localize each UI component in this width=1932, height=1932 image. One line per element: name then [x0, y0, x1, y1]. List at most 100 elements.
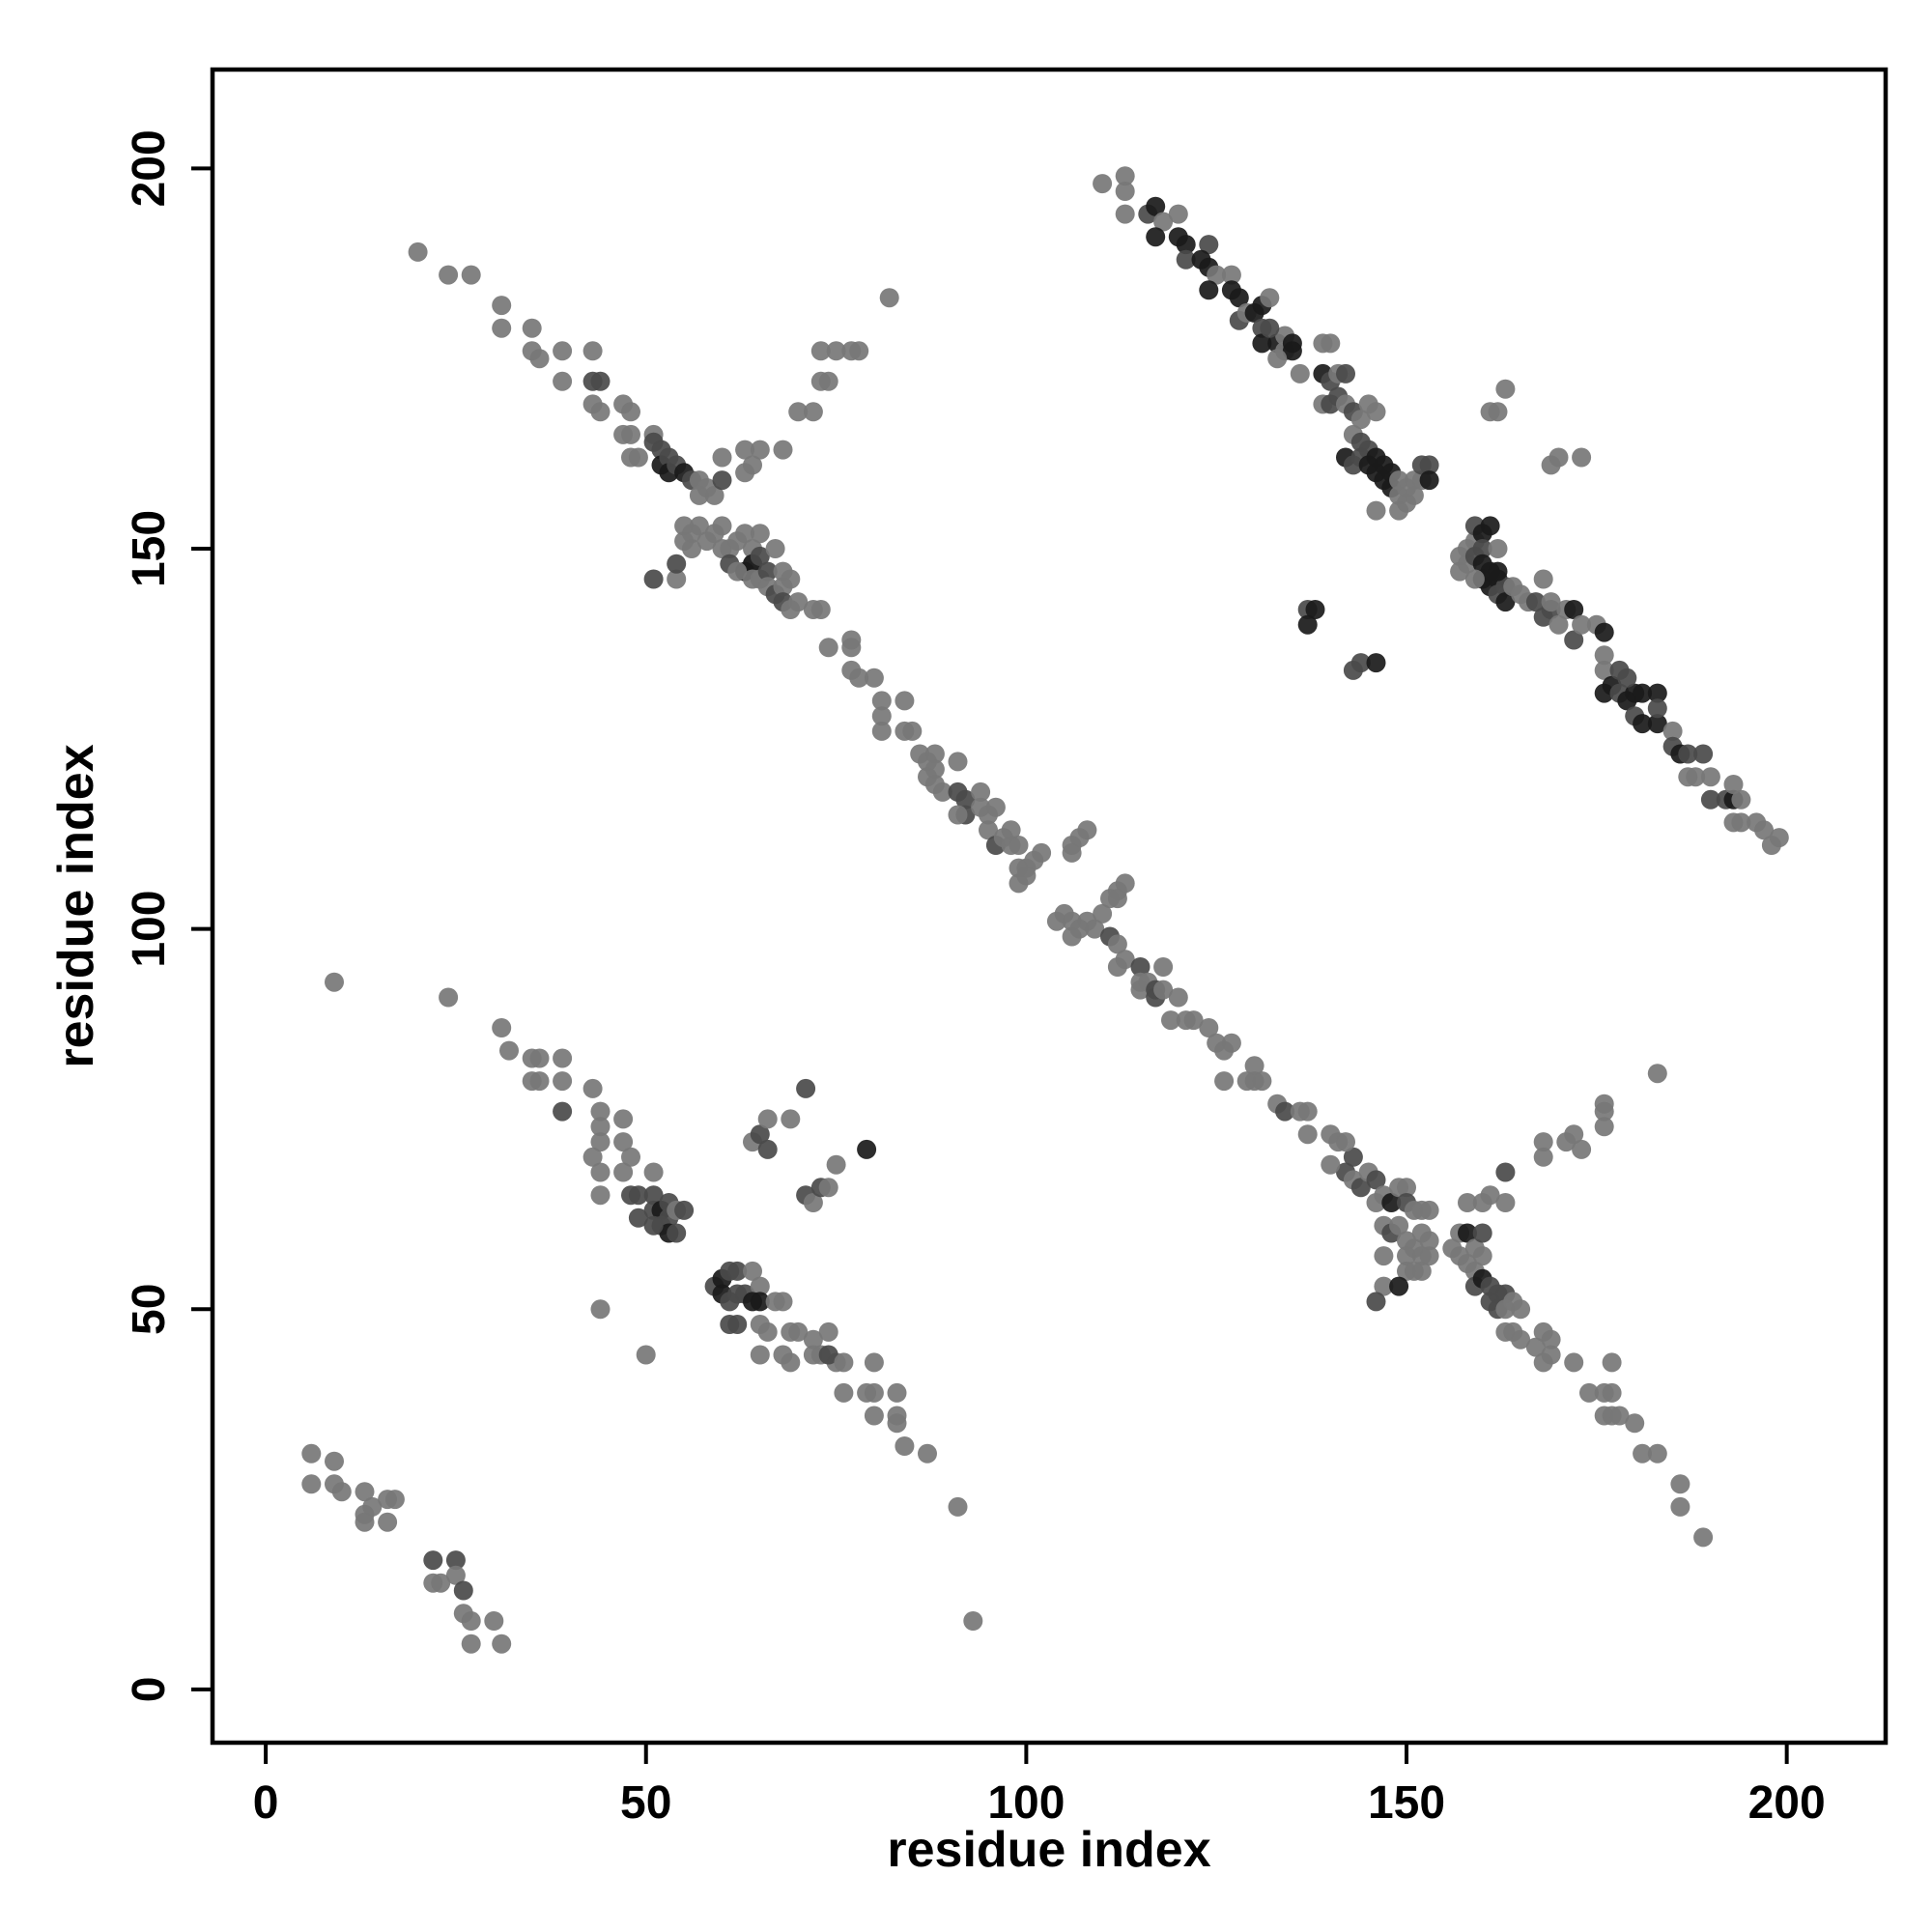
data-point [1670, 1474, 1690, 1494]
data-point [871, 691, 892, 711]
data-point [1564, 600, 1584, 619]
data-point [461, 265, 481, 285]
data-point [1594, 622, 1614, 642]
data-point [408, 242, 428, 262]
data-point [1366, 1292, 1386, 1312]
data-point [750, 1276, 770, 1296]
data-point [1336, 363, 1355, 384]
data-point [1389, 1276, 1409, 1296]
data-point [423, 1550, 443, 1571]
data-point [918, 1443, 937, 1463]
data-point [590, 402, 611, 422]
data-point [628, 447, 648, 468]
data-point [1146, 227, 1166, 247]
data-point [1009, 836, 1029, 855]
data-point [1419, 1231, 1439, 1251]
data-point [1115, 166, 1135, 186]
data-point [924, 744, 945, 764]
data-point [529, 1071, 550, 1092]
data-point [1260, 318, 1280, 338]
data-point [384, 1490, 405, 1510]
data-point [1107, 934, 1127, 954]
data-point [757, 561, 778, 582]
data-point [1548, 447, 1569, 468]
data-point [1472, 1246, 1492, 1266]
data-point [818, 371, 838, 391]
data-point [1754, 820, 1774, 840]
data-point [1146, 196, 1166, 216]
data-point [613, 1162, 634, 1182]
data-point [1480, 1185, 1500, 1206]
data-point [810, 600, 831, 619]
data-point [439, 987, 459, 1008]
data-point [667, 1223, 687, 1243]
y-axis: 0 50 100 150 200 [124, 129, 213, 1702]
data-point [301, 1443, 322, 1463]
data-point [621, 402, 640, 422]
data-point [582, 1147, 603, 1167]
data-point [628, 1185, 648, 1206]
data-point [1617, 668, 1637, 688]
data-point [1609, 1406, 1630, 1426]
data-point [1723, 775, 1744, 794]
data-point [1199, 280, 1219, 300]
data-point [461, 1611, 481, 1631]
data-point [378, 1512, 398, 1532]
data-point [1633, 714, 1653, 734]
data-point [750, 524, 770, 544]
point-layer [301, 166, 1789, 1654]
data-point [439, 265, 459, 285]
data-point [1297, 1101, 1318, 1122]
x-axis-title: residue index [887, 1822, 1210, 1878]
data-point [1032, 842, 1052, 863]
data-point [1693, 1527, 1714, 1548]
data-point [1541, 1345, 1561, 1365]
data-point [1366, 500, 1386, 521]
data-point [621, 424, 640, 444]
data-point [1229, 288, 1249, 308]
data-point [1336, 1132, 1355, 1152]
data-point [834, 1352, 854, 1373]
data-point [1647, 698, 1667, 719]
data-point [1366, 1170, 1386, 1190]
data-point [590, 1185, 611, 1206]
data-point [712, 470, 732, 491]
data-point [1670, 1496, 1690, 1517]
data-point [492, 1018, 512, 1037]
data-point [1458, 1223, 1477, 1243]
data-point [1062, 842, 1082, 863]
data-point [826, 341, 846, 361]
data-point [1495, 379, 1516, 399]
data-point [1267, 349, 1288, 369]
data-point [1419, 1200, 1439, 1220]
data-point [796, 1078, 816, 1098]
data-point [1731, 789, 1751, 810]
data-point [735, 440, 755, 460]
plot-frame [210, 67, 1889, 1746]
data-point [948, 1496, 968, 1517]
data-point [1472, 1223, 1492, 1243]
data-point [1093, 903, 1113, 923]
data-point [750, 1292, 770, 1312]
data-point [590, 1162, 611, 1182]
data-point [1153, 957, 1174, 977]
data-point [1564, 1352, 1584, 1373]
data-point [1366, 402, 1386, 422]
data-point [955, 789, 976, 810]
data-point [667, 554, 687, 574]
data-point [803, 402, 823, 422]
x-tick-label: 50 [620, 1777, 671, 1829]
data-point [979, 820, 998, 840]
data-point [1678, 744, 1698, 764]
data-point [895, 1436, 915, 1456]
data-point [1214, 1071, 1235, 1092]
data-point [781, 569, 801, 589]
data-point [1260, 288, 1280, 308]
data-point [1085, 919, 1105, 939]
data-point [492, 318, 512, 338]
data-point [1130, 957, 1151, 977]
data-point [1541, 592, 1561, 612]
data-point [803, 1329, 823, 1350]
data-point [788, 1321, 809, 1342]
data-point [985, 797, 1006, 817]
